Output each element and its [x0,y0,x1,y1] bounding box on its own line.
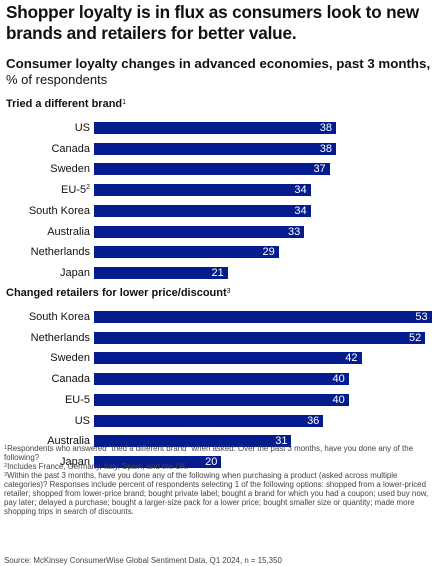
bar-japan [94,455,222,468]
category-label-text: EU-5 [64,393,90,406]
category-label-text: Canada [51,373,90,386]
category-label-text: Japan [60,455,90,468]
bar-value-australia: 31 [275,435,288,448]
bar-value-sweden: 42 [345,352,358,365]
category-label-canada: Canada [51,373,90,385]
footnote-2: 2Includes France, Germany, Italy, Spain,… [4,462,441,471]
category-label-japan: Japan [60,267,90,279]
bar-australia [94,225,305,238]
bar-canada [94,373,349,386]
bar-eu-5 [94,184,311,197]
footnote-text: Includes France, Germany, Italy, Spain, … [7,462,189,471]
panel-title-1: Tried a different brand1 [6,97,126,111]
bar-value-eu-5: 40 [332,393,345,406]
bar-sweden [94,163,330,176]
bar-sweden [94,352,362,365]
bar-south-korea [94,311,432,323]
bar-japan [94,266,228,279]
bar-us [94,122,337,134]
category-label-eu-5: EU-5 [65,394,90,406]
category-label-netherlands: Netherlands [31,246,90,258]
chart-headline: Shopper loyalty is in flux as consumers … [6,2,419,43]
bar-canada [94,142,337,155]
panel-title-text: Tried a different brand [6,98,123,110]
category-label-text: US [74,414,90,427]
footnote-text: Respondents who answered "tried a differ… [4,444,414,462]
bar-south-korea [94,204,311,217]
category-label-text: South Korea [28,204,90,217]
category-label-south-korea: South Korea [29,205,90,217]
category-label-text: Netherlands [30,246,90,259]
category-label-sweden: Sweden [50,352,90,364]
category-label-netherlands: Netherlands [31,332,90,344]
unit-label: % of respondents [6,72,108,87]
footnote-marker: 2 [4,463,8,469]
footnote-3: 3Within the past 3 months, have you done… [4,471,441,516]
category-label-text: South Korea [28,311,90,323]
category-label-us: US [75,122,90,134]
category-label-south-korea: South Korea [29,311,90,323]
panel-title-text: Changed retailers for lower price/discou… [6,287,227,299]
bar-value-japan: 21 [211,266,224,279]
category-label-text: Australia [47,435,90,448]
category-label-text: US [74,122,90,134]
category-label-text: Japan [60,266,90,279]
bar-netherlands [94,246,279,259]
bar-value-canada: 38 [319,142,333,155]
category-label-sweden: Sweden [50,163,90,175]
category-label-us: US [75,415,90,427]
category-label-text: Netherlands [30,331,90,344]
footnote-marker: 1 [4,445,8,451]
bar-value-netherlands: 52 [408,331,422,344]
footnote-marker: 3 [226,288,231,295]
category-label-text: EU-5 [61,184,87,197]
category-label-text: Canada [51,142,90,155]
source-note: Source: McKinsey ConsumerWise Global Sen… [4,556,282,565]
category-label-text: Australia [47,225,90,238]
panel-title-2: Changed retailers for lower price/discou… [6,286,231,300]
bar-value-sweden: 37 [313,163,326,176]
footnote-1: 1Respondents who answered "tried a diffe… [4,444,441,462]
bar-value-us: 36 [307,414,320,427]
bar-value-us: 38 [319,122,333,134]
footnote-marker: 1 [122,99,127,106]
footnote-marker: 3 [4,472,8,478]
bar-value-australia: 33 [287,225,301,238]
category-label-australia: Australia [47,226,90,238]
bar-eu-5 [94,393,349,406]
bar-australia [94,435,292,448]
category-label-text: Sweden [50,163,90,176]
bar-value-south-korea: 53 [415,311,428,323]
footnote-text: Within the past 3 months, have you done … [4,471,429,516]
category-label-eu-5: EU-52 [61,184,90,196]
footnotes: 1Respondents who answered "tried a diffe… [4,444,441,516]
footnote-marker: 2 [86,184,90,192]
category-label-japan: Japan [60,456,90,468]
chart-subtitle: Consumer loyalty changes in advanced eco… [6,56,431,71]
category-label-text: Sweden [50,352,90,365]
bar-us [94,414,324,427]
category-label-canada: Canada [51,143,90,155]
bar-value-eu-5: 34 [294,184,307,197]
bar-value-netherlands: 29 [262,246,275,259]
bar-value-japan: 20 [205,455,218,468]
bar-value-canada: 40 [332,373,345,386]
bar-netherlands [94,331,426,344]
bar-value-south-korea: 34 [294,204,307,217]
category-label-australia: Australia [47,435,90,447]
